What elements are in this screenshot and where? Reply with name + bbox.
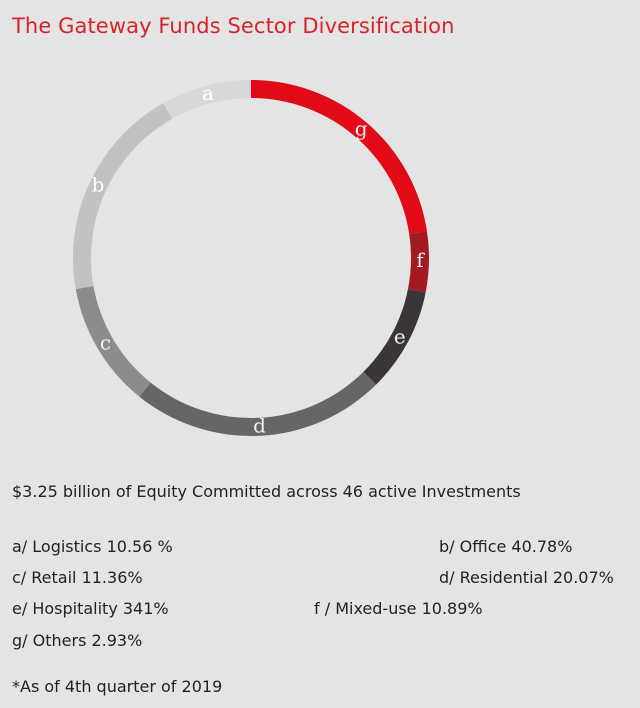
legend-item-mixed-use: f / Mixed-use 10.89% (314, 599, 483, 618)
donut-segment-retail (75, 286, 151, 397)
donut-segment-logistics (163, 80, 251, 119)
donut-segment-others (251, 80, 427, 234)
segment-label-f: f (416, 248, 425, 272)
donut-segment-residential (139, 371, 377, 436)
segment-label-d: d (253, 413, 266, 437)
legend-item-others: g/ Others 2.93% (12, 631, 143, 650)
donut-segment-mixed-use (407, 231, 430, 293)
donut-segment-office (72, 103, 173, 290)
legend-item-office: b/ Office 40.78% (439, 537, 573, 556)
segment-label-a: a (202, 81, 214, 105)
segment-label-c: c (100, 331, 111, 355)
equity-summary: $3.25 billion of Equity Committed across… (12, 482, 521, 501)
segment-label-b: b (92, 173, 105, 197)
segment-label-g: g (355, 116, 368, 140)
legend-item-hospitality: e/ Hospitality 341% (12, 599, 169, 618)
donut-segment-hospitality (363, 288, 426, 385)
legend-item-logistics: a/ Logistics 10.56 % (12, 537, 173, 556)
segment-label-e: e (394, 325, 406, 349)
legend-item-residential: d/ Residential 20.07% (439, 568, 614, 587)
legend-item-retail: c/ Retail 11.36% (12, 568, 143, 587)
donut-chart: g f e d c b a (72, 80, 430, 437)
chart-title: The Gateway Funds Sector Diversification (12, 14, 455, 38)
footnote: *As of 4th quarter of 2019 (12, 677, 223, 696)
